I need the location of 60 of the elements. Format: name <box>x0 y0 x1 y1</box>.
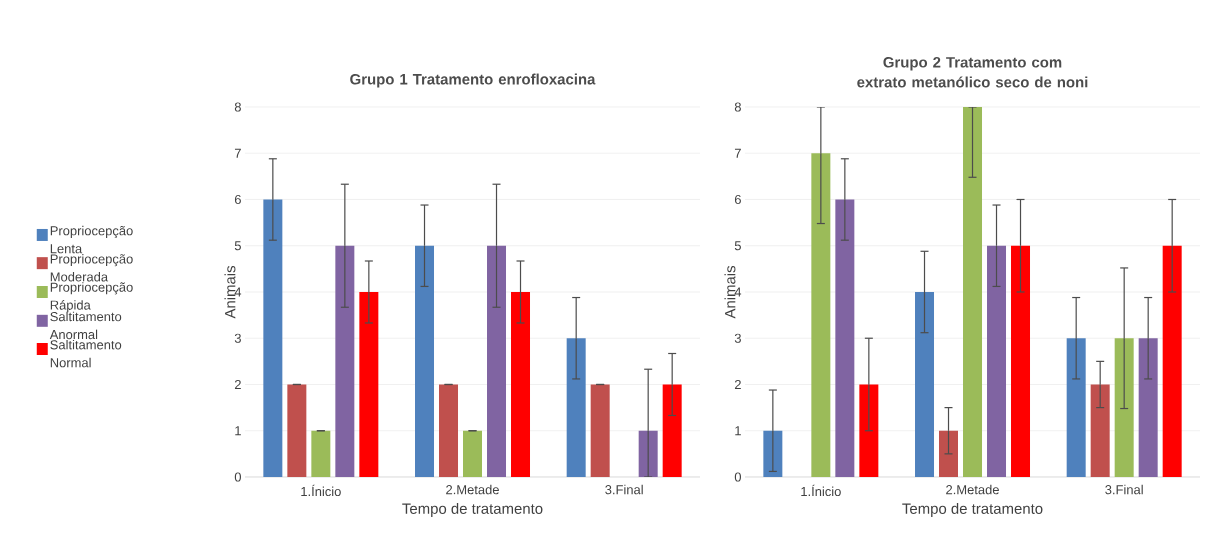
bar <box>1066 338 1086 477</box>
y-tick-label: 1 <box>235 426 241 436</box>
bar <box>263 199 283 477</box>
y-tick-label: 7 <box>234 148 241 158</box>
legend-label: Saltitamento Anormal <box>49 311 122 340</box>
bar <box>415 245 435 477</box>
bar <box>939 430 959 477</box>
bar <box>287 384 307 477</box>
chart-title: Grupo 1 Tratamento enrofloxacina <box>350 73 596 88</box>
y-tick-label: 6 <box>734 194 741 205</box>
bar <box>915 291 935 477</box>
bar <box>511 291 531 477</box>
x-tick-label: 3.Final <box>605 484 643 495</box>
bar <box>566 338 586 477</box>
y-tick-label: 5 <box>234 241 241 251</box>
bar <box>987 245 1007 477</box>
bar <box>359 291 379 477</box>
y-tick-label: 0 <box>234 472 241 482</box>
y-axis-title: Animais <box>724 265 736 319</box>
bar <box>1011 245 1031 477</box>
y-tick-label: 2 <box>234 379 241 390</box>
legend-label: Propriocepção Lenta <box>50 225 133 254</box>
y-tick-label: 7 <box>734 148 741 158</box>
bar <box>811 153 831 477</box>
bar <box>311 430 331 477</box>
y-tick-label: 6 <box>234 194 241 205</box>
x-tick-label: 3.Final <box>1105 484 1143 495</box>
x-tick-label: 2.Metade <box>946 484 999 495</box>
bar <box>590 384 610 477</box>
bar <box>1138 338 1158 477</box>
y-tick-label: 4 <box>734 287 742 297</box>
bar <box>463 430 483 477</box>
x-tick-label: 1.Ínicio <box>801 484 841 497</box>
bar <box>835 199 855 477</box>
x-axis-title: Tempo de tratamento <box>902 502 1043 517</box>
y-tick-label: 0 <box>734 472 741 482</box>
y-tick-label: 3 <box>234 333 241 343</box>
y-tick-label: 4 <box>234 287 242 297</box>
y-axis-title: Animais <box>224 265 236 319</box>
bar <box>859 384 879 477</box>
chart-title: Grupo 2 Tratamento com extrato metanólico seco de noni <box>857 56 1088 88</box>
bar <box>1162 245 1182 477</box>
y-tick-label: 2 <box>734 379 741 390</box>
legend-label: Propriocepção Rápida <box>50 282 133 313</box>
legend-label: Saltitamento Normal <box>50 339 122 368</box>
y-tick-label: 5 <box>734 241 741 251</box>
y-tick-label: 1 <box>735 426 741 436</box>
bar <box>439 384 459 477</box>
bar <box>662 384 682 477</box>
bar <box>963 106 983 477</box>
y-tick-label: 8 <box>734 102 741 112</box>
legend-label: Propriocepção Moderada <box>50 254 133 282</box>
x-tick-label: 1.Ínicio <box>301 484 341 497</box>
bar <box>487 245 507 477</box>
x-axis-title: Tempo de tratamento <box>402 502 543 517</box>
bar <box>335 245 355 477</box>
bar <box>1090 384 1110 477</box>
y-tick-label: 3 <box>734 333 741 343</box>
x-tick-label: 2.Metade <box>446 484 499 495</box>
y-tick-label: 8 <box>234 102 241 112</box>
